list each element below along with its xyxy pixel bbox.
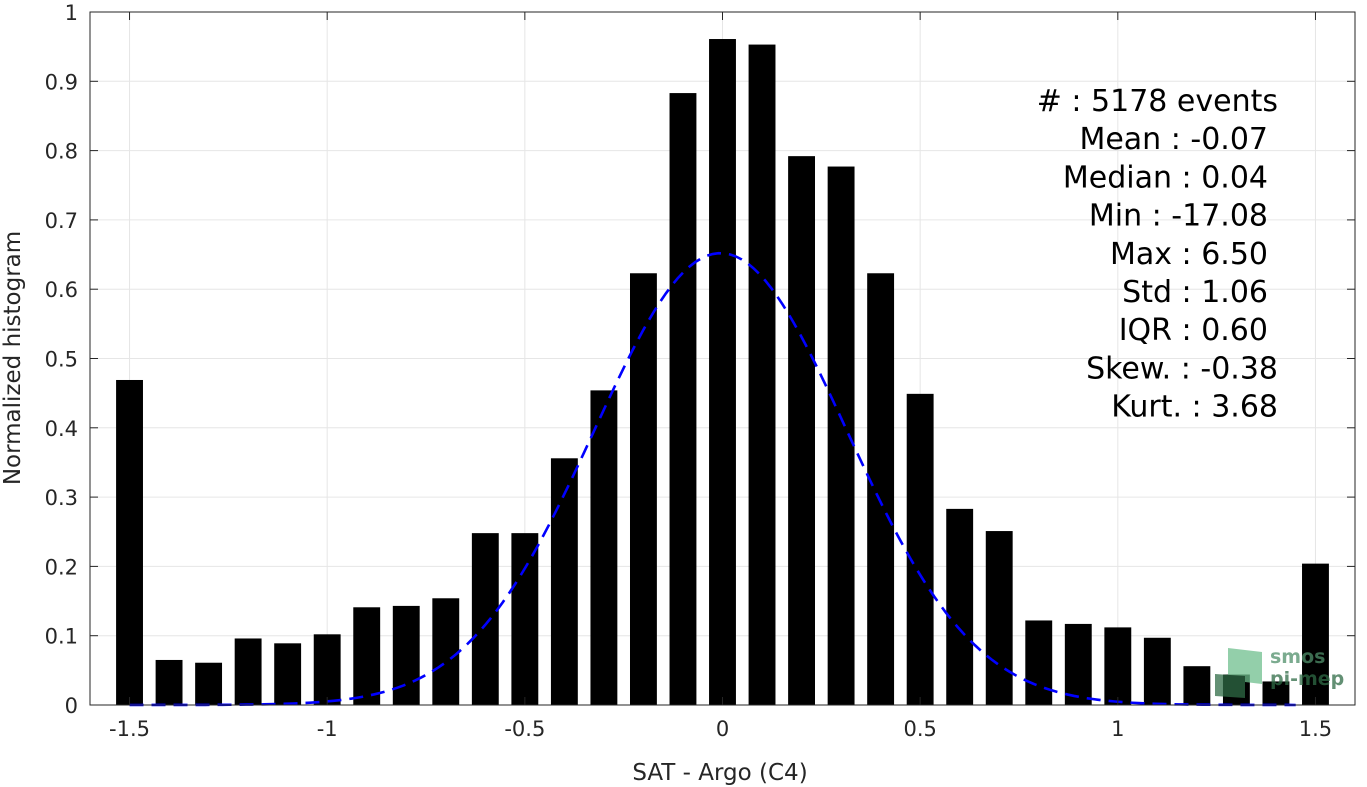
- statistic-line: Std : 1.06: [1122, 275, 1268, 310]
- y-tick-label: 0.2: [45, 555, 78, 579]
- gaussian-fit-curve: [129, 251, 1296, 707]
- x-tick-label: -0.5: [504, 717, 545, 741]
- histogram-bar: [906, 393, 934, 705]
- x-tick-labels: -1.5 -1 -0.5 0 0.5 1 1.5: [109, 717, 1332, 741]
- x-tick-label: -1.5: [109, 717, 150, 741]
- x-tick-label: 1.5: [1299, 717, 1332, 741]
- histogram-bar: [946, 508, 974, 705]
- histogram-bar: [985, 531, 1013, 705]
- histogram-bar: [155, 659, 183, 705]
- y-tick-label: 1: [65, 1, 78, 25]
- statistic-line: Kurt. : 3.68: [1111, 390, 1278, 425]
- histogram-bar: [867, 273, 895, 705]
- histogram-bar: [274, 643, 302, 705]
- histogram-bar: [1025, 620, 1053, 705]
- histogram-bar: [392, 605, 420, 705]
- y-axis-label: Normalized histogram: [0, 231, 26, 485]
- y-tick-label: 0.5: [45, 348, 78, 372]
- x-tick-label: 0.5: [903, 717, 936, 741]
- statistic-line: Min : -17.08: [1089, 199, 1268, 234]
- histogram-bar: [1143, 637, 1171, 705]
- statistic-line: IQR : 0.60: [1119, 313, 1268, 348]
- logo-line2: pi-mep: [1270, 668, 1344, 690]
- histogram-bar: [1183, 666, 1211, 705]
- x-tick-label: -1: [317, 717, 338, 741]
- histogram-bar: [590, 390, 618, 705]
- y-tick-label: 0.9: [45, 70, 78, 94]
- y-tick-label: 0.4: [45, 417, 78, 441]
- x-tick-label: 0: [716, 717, 729, 741]
- histogram-bar: [234, 638, 262, 705]
- histogram-bar: [1302, 563, 1329, 705]
- smos-pimep-logo: smos pi-mep: [1215, 646, 1344, 698]
- y-tick-label: 0.3: [45, 486, 78, 510]
- logo-mark-shadow-icon: [1215, 674, 1245, 698]
- histogram-bar: [313, 634, 341, 705]
- y-tick-label: 0.6: [45, 278, 78, 302]
- histogram-bar: [669, 93, 697, 706]
- histogram-bar: [788, 156, 816, 706]
- histogram-bar: [1104, 627, 1132, 705]
- y-tick-label: 0.7: [45, 209, 78, 233]
- histogram-bar: [629, 273, 657, 705]
- histogram-bar: [432, 598, 460, 705]
- axis-ticks: [90, 11, 1355, 706]
- histogram-bar: [471, 533, 499, 705]
- statistic-line: # : 5178 events: [1037, 84, 1278, 119]
- y-tick-label: 0.1: [45, 625, 78, 649]
- histogram-bar: [550, 458, 578, 705]
- histogram-bar: [1262, 681, 1290, 705]
- statistic-line: Mean : -0.07: [1079, 122, 1268, 157]
- y-tick-label: 0: [65, 694, 78, 718]
- histogram-bar: [195, 662, 223, 705]
- x-tick-label: 1: [1111, 717, 1124, 741]
- histogram-bar: [116, 379, 143, 705]
- logo-mark-icon: [1228, 648, 1262, 684]
- histogram-bar: [748, 44, 776, 706]
- histogram-bar: [1064, 623, 1092, 705]
- y-tick-label: 0.8: [45, 140, 78, 164]
- histogram-bar: [709, 39, 736, 706]
- statistic-line: Skew. : -0.38: [1086, 351, 1278, 386]
- histogram-bar: [511, 533, 539, 705]
- x-axis-label: SAT - Argo (C4): [632, 760, 807, 786]
- histogram-bar: [353, 607, 381, 705]
- statistic-line: Median : 0.04: [1063, 160, 1268, 195]
- y-tick-labels: 0 0.1 0.2 0.3 0.4 0.5 0.6 0.7 0.8 0.9 1: [45, 1, 78, 718]
- logo-line1: smos: [1270, 646, 1325, 668]
- statistic-line: Max : 6.50: [1110, 237, 1268, 272]
